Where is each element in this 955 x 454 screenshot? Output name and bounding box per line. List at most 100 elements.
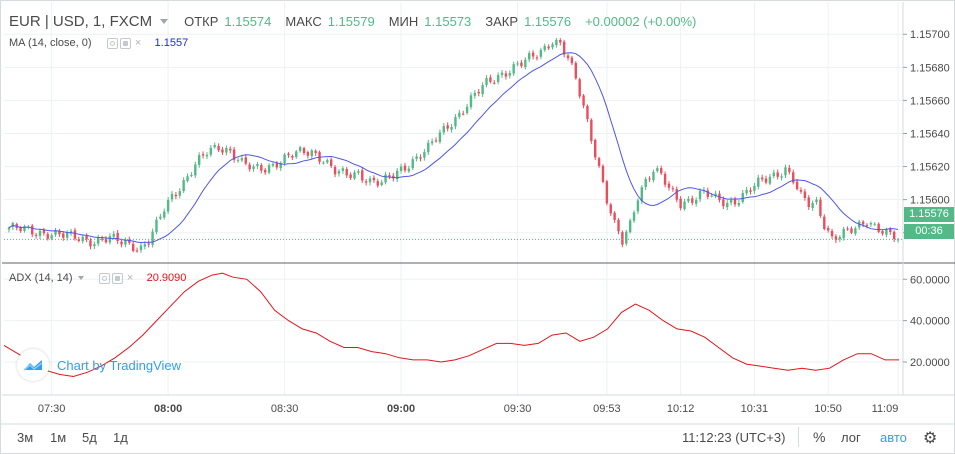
ma-legend[interactable]: MA (14, close, 0) × 1.1557 bbox=[9, 37, 188, 49]
candle bbox=[652, 171, 655, 181]
ma-label[interactable]: MA (14, close, 0) bbox=[9, 37, 92, 49]
candle bbox=[861, 221, 865, 225]
chevron-down-icon[interactable] bbox=[77, 276, 84, 280]
candle bbox=[73, 230, 77, 239]
candle bbox=[543, 45, 546, 51]
candle bbox=[112, 233, 115, 237]
candle bbox=[500, 72, 504, 76]
candle bbox=[671, 188, 675, 190]
candle bbox=[889, 228, 892, 233]
candle bbox=[213, 144, 216, 148]
candle bbox=[7, 227, 11, 230]
candle bbox=[528, 53, 531, 60]
eye-icon[interactable] bbox=[106, 37, 118, 49]
candle bbox=[135, 250, 139, 252]
open-value: 1.15574 bbox=[224, 14, 272, 29]
candle bbox=[139, 245, 143, 251]
adx-tick-label: 60.0000 bbox=[910, 274, 950, 286]
candle bbox=[784, 167, 787, 176]
candle bbox=[865, 224, 869, 226]
candle bbox=[23, 226, 26, 231]
last-price-label: 1.15576 bbox=[904, 207, 954, 222]
candle bbox=[485, 78, 488, 85]
range-3m-button[interactable]: 3м bbox=[17, 430, 34, 445]
candle bbox=[182, 180, 185, 191]
candle bbox=[799, 189, 803, 192]
close-icon[interactable]: × bbox=[126, 271, 134, 284]
candle bbox=[590, 119, 593, 141]
candle bbox=[128, 239, 131, 243]
gear-icon[interactable] bbox=[119, 37, 131, 49]
tradingview-watermark[interactable]: Chart by TradingView bbox=[17, 349, 181, 381]
candle bbox=[892, 231, 896, 240]
candle bbox=[205, 154, 209, 157]
candle bbox=[512, 64, 515, 74]
candle bbox=[679, 198, 682, 209]
candle bbox=[632, 212, 636, 221]
candle bbox=[295, 151, 298, 158]
log-scale-button[interactable]: лог bbox=[841, 430, 861, 445]
price-tick-label: 1.15680 bbox=[910, 62, 950, 74]
candle bbox=[62, 233, 65, 238]
candle bbox=[613, 212, 616, 221]
ma-line bbox=[8, 52, 899, 244]
gear-icon[interactable] bbox=[111, 272, 123, 284]
range-1d-button[interactable]: 1д bbox=[113, 430, 128, 445]
candle bbox=[403, 165, 407, 171]
settings-gear-icon[interactable]: ⚙ bbox=[923, 430, 938, 447]
candle bbox=[368, 178, 372, 183]
adx-legend[interactable]: ADX (14, 14) × 20.9090 bbox=[9, 272, 186, 284]
symbol-title[interactable]: EUR | USD, 1, FXCM bbox=[9, 13, 153, 30]
candle bbox=[236, 160, 240, 162]
candle bbox=[54, 230, 57, 235]
candle bbox=[458, 112, 461, 117]
candle bbox=[597, 158, 601, 166]
candle bbox=[380, 182, 383, 185]
chevron-down-icon[interactable] bbox=[160, 19, 169, 24]
eye-icon[interactable] bbox=[98, 272, 110, 284]
watermark-text[interactable]: Chart by TradingView bbox=[57, 357, 182, 373]
time-tick-label: 11:09 bbox=[872, 403, 899, 415]
adx-tick-label: 20.0000 bbox=[910, 357, 950, 369]
candle bbox=[819, 199, 822, 216]
candle bbox=[477, 91, 480, 94]
high-value: 1.15579 bbox=[327, 14, 375, 29]
candle bbox=[174, 194, 178, 197]
candle bbox=[357, 171, 360, 173]
candle bbox=[116, 232, 119, 242]
candle bbox=[547, 46, 550, 49]
candle bbox=[186, 176, 189, 181]
candle bbox=[830, 231, 834, 237]
candle bbox=[803, 191, 807, 199]
candle bbox=[155, 219, 158, 233]
percent-scale-button[interactable]: % bbox=[813, 429, 826, 445]
candle bbox=[384, 174, 387, 183]
range-5d-button[interactable]: 5д bbox=[82, 430, 97, 445]
candle bbox=[601, 165, 605, 182]
auto-scale-button[interactable]: авто bbox=[880, 430, 907, 445]
candle bbox=[376, 181, 379, 186]
tradingview-logo-icon bbox=[17, 349, 49, 381]
candle bbox=[764, 178, 768, 183]
candle bbox=[555, 39, 558, 46]
candle bbox=[757, 177, 760, 187]
price-tick-label: 1.15620 bbox=[910, 162, 950, 174]
candle bbox=[93, 244, 96, 247]
candle bbox=[726, 203, 729, 208]
candle bbox=[166, 200, 170, 212]
adx-label[interactable]: ADX (14, 14) bbox=[9, 272, 73, 284]
candle bbox=[232, 149, 236, 160]
candle bbox=[194, 164, 197, 176]
candle bbox=[450, 126, 453, 130]
close-icon[interactable]: × bbox=[134, 36, 142, 49]
candle bbox=[407, 168, 411, 172]
range-1m-button[interactable]: 1м bbox=[50, 430, 67, 445]
candle bbox=[570, 57, 574, 64]
candle bbox=[481, 85, 484, 95]
candle bbox=[34, 234, 38, 236]
candle bbox=[361, 170, 364, 181]
high-label: МАКС bbox=[285, 14, 322, 29]
time-tick-label: 10:31 bbox=[741, 403, 769, 415]
